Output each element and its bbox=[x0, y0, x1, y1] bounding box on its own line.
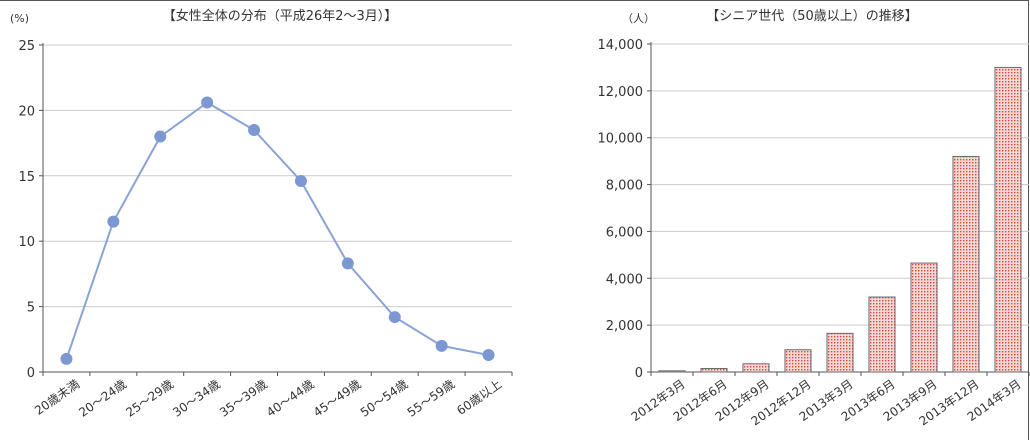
line-chart-xtick-label: 45～49歳 bbox=[311, 377, 364, 420]
line-data-point bbox=[248, 124, 261, 137]
bar bbox=[784, 349, 812, 373]
bar bbox=[700, 367, 728, 373]
line-chart-ytick-label: 25 bbox=[18, 39, 35, 54]
line-data-point bbox=[201, 96, 214, 109]
line-chart-y-ticks: 0 5 10 15 20 25 bbox=[18, 39, 35, 381]
line-chart-title: 【女性全体の分布（平成26年2～3月）】 bbox=[163, 8, 398, 24]
line-chart-xtick-label: 20歳未満 bbox=[32, 377, 82, 418]
bar bbox=[826, 332, 854, 373]
line-data-point bbox=[435, 339, 448, 352]
bar-chart-title: 【シニア世代（50歳以上）の推移】 bbox=[706, 9, 918, 24]
line-chart-xtick-label: 40～44歳 bbox=[264, 377, 317, 420]
line-data-point bbox=[154, 130, 167, 143]
line-chart-xtick-label: 50～54歳 bbox=[358, 377, 411, 420]
line-data-point bbox=[294, 175, 307, 188]
line-series-path bbox=[65, 101, 489, 360]
line-data-point bbox=[107, 215, 120, 228]
bar-chart-ytick-label: 12,000 bbox=[598, 85, 644, 100]
line-chart-ytick-label: 10 bbox=[18, 235, 35, 250]
line-chart-ylabel: (%) bbox=[10, 12, 29, 25]
line-chart-ytick-label: 5 bbox=[27, 301, 35, 316]
line-data-point bbox=[388, 311, 401, 324]
line-chart-ytick-label: 15 bbox=[18, 170, 35, 185]
bar bbox=[658, 370, 686, 373]
line-data-point bbox=[341, 257, 354, 270]
bar bbox=[742, 363, 770, 373]
bar-chart-ylabel: （人） bbox=[622, 12, 655, 25]
bar-chart-x-ticks: 2012年3月2012年6月2012年9月2012年12月2013年3月2013… bbox=[629, 377, 1024, 429]
bar-chart-ytick-label: 6,000 bbox=[606, 225, 643, 240]
line-chart-xtick-label: 25～29歳 bbox=[123, 377, 176, 420]
bar-chart-ytick-label: 0 bbox=[635, 366, 643, 381]
line-chart-ytick-label: 20 bbox=[18, 104, 35, 119]
line-chart-xtick-label: 35～39歳 bbox=[217, 377, 270, 420]
bar-chart-y-ticks: 0 2,000 4,000 6,000 8,000 10,000 12,000 14,000 bbox=[598, 38, 644, 381]
line-chart-ytick-label: 0 bbox=[27, 366, 35, 381]
bar-chart-ytick-label: 8,000 bbox=[606, 179, 643, 194]
line-chart-grid bbox=[39, 43, 513, 376]
line-chart-xtick-label: 20～24歳 bbox=[76, 377, 129, 420]
line-chart-series bbox=[60, 96, 495, 365]
bar-chart-ytick-label: 4,000 bbox=[606, 272, 643, 287]
line-chart-xtick-label: 60歳以上 bbox=[454, 377, 504, 418]
bar-chart-ytick-label: 10,000 bbox=[598, 132, 644, 147]
line-chart-xtick-label: 55～59歳 bbox=[405, 377, 458, 420]
bar-chart-ytick-label: 2,000 bbox=[606, 319, 643, 334]
bar bbox=[952, 155, 980, 373]
line-data-point bbox=[482, 348, 495, 361]
bar-chart-ytick-label: 14,000 bbox=[598, 38, 644, 53]
line-data-point bbox=[60, 352, 73, 365]
bar bbox=[868, 296, 896, 373]
bar bbox=[994, 66, 1022, 373]
line-chart-x-ticks: 20歳未満20～24歳25～29歳30～34歳35～39歳40～44歳45～49… bbox=[32, 377, 504, 420]
bar-chart-bars bbox=[658, 66, 1022, 373]
line-chart-xtick-label: 30～34歳 bbox=[170, 377, 223, 420]
bar bbox=[910, 262, 938, 373]
